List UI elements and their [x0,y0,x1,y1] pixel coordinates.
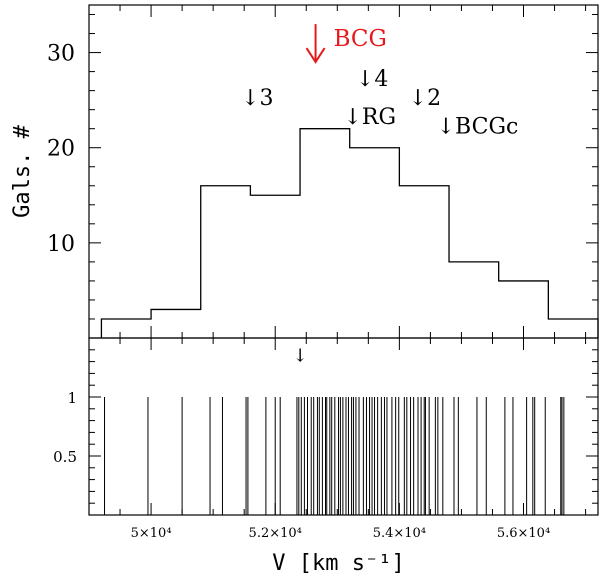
histogram-frame [88,4,599,339]
annotation-label: ↓RG [344,105,397,130]
x-axis-label: V [km s⁻¹] [272,551,404,576]
y-tick-label: 0.5 [53,448,77,466]
rug-panel: 0.5 1 5×10⁴ 5.2×10⁴ 5.4×10⁴ 5.6×10⁴ ↓ [53,337,599,541]
x-tick-label: 5.4×10⁴ [373,526,426,541]
x-tick-label: 5.2×10⁴ [249,526,302,541]
annotation-label: ↓2 [409,86,441,111]
axis-labels: Gals. # V [km s⁻¹] [10,124,405,576]
annotation-label: ↓BCGc [437,114,519,139]
annotation-label: BCG [334,26,387,52]
annotation-label: ↓3 [241,86,273,111]
annotation-label: ↓4 [356,67,388,92]
y-tick-label: 10 [47,232,75,257]
rug-frame [88,337,599,516]
marker-arrow-icon: ↓ [293,346,308,367]
histogram-outline [100,128,599,338]
bcg-arrow-icon [305,24,326,64]
y-axis-label: Gals. # [10,124,35,217]
y-tick-label: 30 [47,42,75,67]
y-tick-label: 1 [67,389,77,407]
y-tick-label: 20 [47,137,75,162]
histogram-panel: 10 20 30 BCG ↓3 ↓4 ↓2 ↓RG ↓BCGc [47,4,599,339]
x-tick-label: 5.6×10⁴ [497,526,550,541]
x-tick-label: 5×10⁴ [131,526,172,541]
